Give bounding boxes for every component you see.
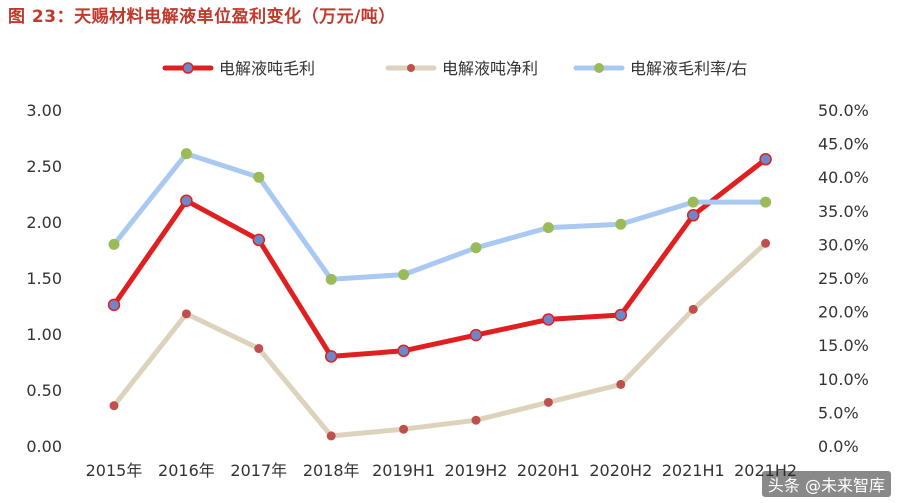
data-point — [614, 308, 628, 322]
y-right-tick-label: 45.0% — [818, 135, 869, 154]
x-tick-label: 2021H1 — [662, 461, 725, 480]
data-point — [471, 415, 481, 425]
y-right-tick-label: 20.0% — [818, 303, 869, 322]
data-point — [542, 222, 554, 234]
x-tick-label: 2018年 — [303, 461, 360, 480]
x-tick-label: 2019H1 — [372, 461, 435, 480]
x-tick-label: 2019H2 — [445, 461, 508, 480]
y-right-tick-label: 10.0% — [818, 370, 869, 389]
data-point — [399, 424, 409, 434]
chart-title: 图 23：天赐材料电解液单位盈利变化（万元/吨） — [8, 7, 396, 27]
data-point — [180, 148, 192, 160]
data-point — [616, 379, 626, 389]
x-tick-label: 2015年 — [86, 461, 143, 480]
data-point — [615, 218, 627, 230]
legend-label: 电解液吨毛利 — [219, 59, 315, 78]
y-right-tick-label: 0.0% — [818, 437, 859, 456]
data-point — [759, 153, 772, 166]
data-point — [109, 401, 119, 411]
data-point — [688, 304, 698, 314]
x-tick-label: 2016年 — [158, 461, 215, 480]
y-right-tick-label: 5.0% — [818, 403, 859, 422]
data-point — [760, 196, 772, 208]
data-point — [761, 238, 771, 248]
data-point — [686, 209, 700, 222]
series-line-1 — [111, 240, 769, 439]
y-right-tick-label: 35.0% — [818, 202, 869, 221]
data-point — [470, 242, 482, 254]
legend-swatch-marker — [407, 64, 415, 72]
y-right-tick-label: 50.0% — [818, 101, 869, 120]
y-right-tick-label: 15.0% — [818, 336, 869, 355]
x-tick-label: 2020H1 — [517, 461, 580, 480]
legend-label: 电解液毛利率/右 — [630, 59, 747, 78]
data-point — [324, 350, 338, 363]
data-point — [542, 313, 555, 326]
data-point — [254, 344, 264, 354]
y-right-tick-label: 30.0% — [818, 235, 869, 254]
y-left-tick-label: 0.50 — [26, 381, 62, 400]
data-point — [108, 238, 120, 250]
legend-swatch-marker — [594, 63, 604, 73]
x-tick-label: 2020H2 — [589, 461, 652, 480]
x-tick-label: 2017年 — [230, 461, 287, 480]
y-right-tick-label: 40.0% — [818, 168, 869, 187]
y-left-tick-label: 1.50 — [26, 269, 62, 288]
data-point — [398, 269, 410, 281]
legend-label: 电解液吨净利 — [442, 59, 538, 78]
data-point — [181, 309, 191, 319]
data-point — [107, 298, 121, 312]
data-point — [687, 196, 699, 208]
series-line-2 — [111, 151, 769, 282]
y-right-tick-label: 25.0% — [818, 269, 869, 288]
data-point — [253, 171, 265, 183]
data-point — [325, 273, 337, 285]
data-point — [543, 397, 553, 407]
y-left-tick-label: 2.50 — [26, 157, 62, 176]
y-left-tick-label: 0.00 — [26, 437, 62, 456]
data-point — [469, 328, 483, 342]
y-left-tick-label: 3.00 — [26, 101, 62, 120]
legend-swatch-marker — [182, 62, 194, 74]
data-point — [252, 233, 266, 247]
y-left-tick-label: 1.00 — [26, 325, 62, 344]
series-line-0 — [111, 156, 769, 359]
y-left-tick-label: 2.00 — [26, 213, 62, 232]
watermark: 头条 @未来智库 — [761, 471, 891, 497]
data-point — [326, 431, 336, 441]
data-point — [180, 194, 193, 207]
data-point — [397, 344, 410, 358]
